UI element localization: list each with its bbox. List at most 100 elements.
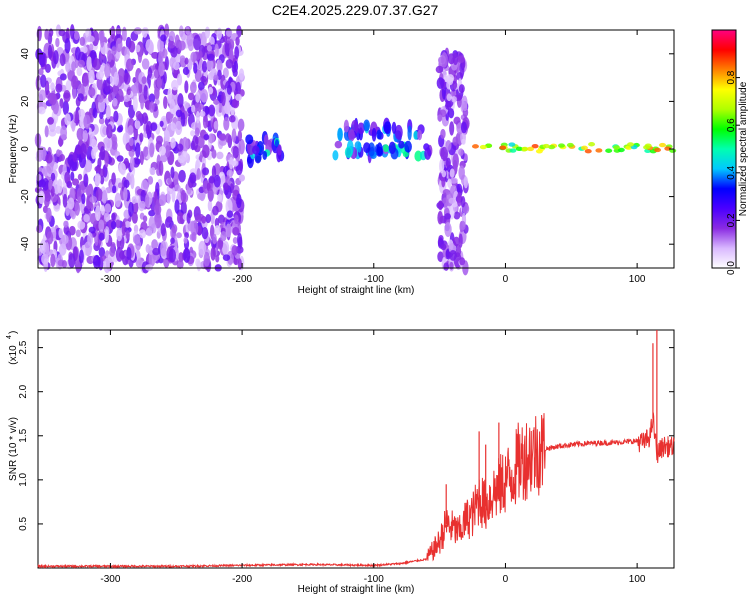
spectrogram-cell bbox=[69, 24, 75, 40]
spectrogram-cell bbox=[200, 31, 207, 47]
spectrogram-cell bbox=[485, 143, 493, 148]
spectrogram-cell bbox=[196, 260, 201, 272]
spectrogram-cell bbox=[118, 162, 126, 175]
snr-y-tick-label: 0.5 bbox=[18, 517, 29, 531]
spectrogram-cell bbox=[150, 167, 156, 176]
spectrogram-cell bbox=[208, 133, 215, 144]
spectrogram-cell bbox=[190, 220, 195, 235]
spectrogram-cell bbox=[59, 154, 65, 162]
spectrogram-cell bbox=[222, 182, 229, 191]
spectrogram-cell bbox=[155, 199, 160, 215]
spectrogram-cell bbox=[101, 190, 108, 204]
spectrogram-cell bbox=[149, 142, 155, 158]
spectrogram-cell bbox=[184, 80, 189, 94]
spectrogram-cell bbox=[213, 174, 221, 188]
spectrogram-cell bbox=[203, 134, 210, 141]
spectrogram-cell bbox=[460, 196, 466, 208]
spectrogram-cell bbox=[77, 93, 84, 102]
spectrogram-cell bbox=[62, 100, 69, 116]
spectrogram-cell bbox=[115, 27, 122, 35]
snr-y-label: SNR (10 * v/v) bbox=[8, 417, 19, 481]
spectrogram-region bbox=[245, 130, 285, 169]
spectrogram-cell bbox=[81, 72, 89, 87]
spectrogram-cell bbox=[449, 121, 455, 136]
spectrogram-cell bbox=[88, 69, 95, 84]
spectrogram-cell bbox=[50, 253, 56, 268]
spectrogram-cell bbox=[212, 205, 219, 216]
spectrogram-cell bbox=[117, 182, 123, 189]
spectrogram-cell bbox=[129, 155, 135, 172]
spectrogram-cell bbox=[144, 194, 150, 207]
spectrogram-cell bbox=[113, 71, 120, 86]
colorbar-label: Normalized spectral amplitude bbox=[738, 81, 749, 216]
spectrogram-cell bbox=[184, 57, 189, 65]
spectrogram-cell bbox=[206, 44, 213, 52]
spectrogram-cell bbox=[71, 119, 76, 132]
spectrogram-cell bbox=[58, 228, 64, 239]
spectrogram-cell bbox=[140, 93, 145, 110]
spectrogram-cell bbox=[92, 107, 98, 119]
spectrogram-cell bbox=[207, 188, 214, 202]
spectrogram-cell bbox=[437, 211, 443, 225]
spectrogram-cell bbox=[64, 113, 71, 126]
spectrogram-cell bbox=[47, 117, 54, 125]
spectrogram-y-tick-label: 0 bbox=[20, 146, 31, 152]
spectrogram-cell bbox=[171, 79, 179, 91]
spectrogram-cell bbox=[88, 107, 94, 116]
spectrogram-cell bbox=[104, 63, 111, 79]
spectrogram-cell bbox=[222, 35, 227, 43]
spectrogram-cell bbox=[171, 187, 176, 203]
spectrogram-cell bbox=[98, 219, 105, 232]
spectrogram-cell bbox=[180, 112, 186, 127]
spectrogram-cell bbox=[588, 142, 596, 147]
spectrogram-cell bbox=[444, 222, 452, 238]
spectrogram-cell bbox=[63, 90, 71, 103]
spectrogram-cell bbox=[157, 38, 165, 53]
spectrogram-cell bbox=[150, 122, 158, 131]
spectrogram-cell bbox=[542, 143, 550, 149]
spectrogram-cell bbox=[184, 232, 190, 239]
spectrogram-cell bbox=[115, 37, 123, 53]
spectrogram-cell bbox=[72, 151, 78, 163]
spectrogram-cell bbox=[135, 110, 142, 119]
spectrogram-cell bbox=[128, 40, 136, 53]
spectrogram-cell bbox=[617, 147, 625, 153]
spectrogram-cell bbox=[164, 130, 170, 144]
spectrogram-cell bbox=[77, 220, 86, 230]
spectrogram-cell bbox=[197, 81, 205, 91]
spectrogram-cell bbox=[168, 248, 177, 263]
spectrogram-cell bbox=[226, 210, 234, 218]
spectrogram-cell bbox=[100, 204, 105, 216]
snr-x-tick-label: -300 bbox=[100, 574, 120, 585]
colorbar-gradient bbox=[711, 29, 737, 269]
spectrogram-cell bbox=[135, 142, 141, 158]
spectrogram-cell bbox=[499, 145, 507, 150]
spectrogram-cell bbox=[435, 65, 444, 74]
spectrogram-cell bbox=[659, 142, 667, 148]
spectrogram-cell bbox=[643, 145, 651, 150]
spectrogram-cell bbox=[237, 130, 243, 142]
spectrogram-cell bbox=[176, 212, 184, 224]
spectrogram-cell bbox=[456, 192, 462, 207]
spectrogram-cell bbox=[155, 135, 164, 145]
spectrogram-cell bbox=[174, 199, 180, 214]
spectrogram-cell bbox=[334, 140, 343, 149]
spectrogram-cell bbox=[77, 59, 86, 68]
spectrogram-cell bbox=[462, 103, 468, 112]
spectrogram-cell bbox=[178, 169, 186, 183]
spectrogram-cell bbox=[91, 147, 97, 160]
spectrogram-cell bbox=[449, 168, 455, 178]
spectrogram-cell bbox=[115, 246, 124, 262]
spectrogram-cell bbox=[437, 200, 444, 211]
snr-y-tick-label: 1.0 bbox=[18, 472, 29, 486]
spectrogram-cell bbox=[113, 110, 119, 123]
spectrogram-cell bbox=[211, 165, 217, 179]
spectrogram-cell bbox=[180, 189, 187, 203]
spectrogram-cell bbox=[232, 160, 239, 167]
spectrogram-cell bbox=[388, 141, 396, 154]
snr-x-label: Height of straight line (km) bbox=[298, 584, 415, 595]
spectrogram-cell bbox=[36, 133, 41, 149]
spectrogram-cell bbox=[160, 223, 166, 237]
spectrogram-cell bbox=[67, 197, 75, 210]
spectrogram-cell bbox=[232, 146, 239, 159]
